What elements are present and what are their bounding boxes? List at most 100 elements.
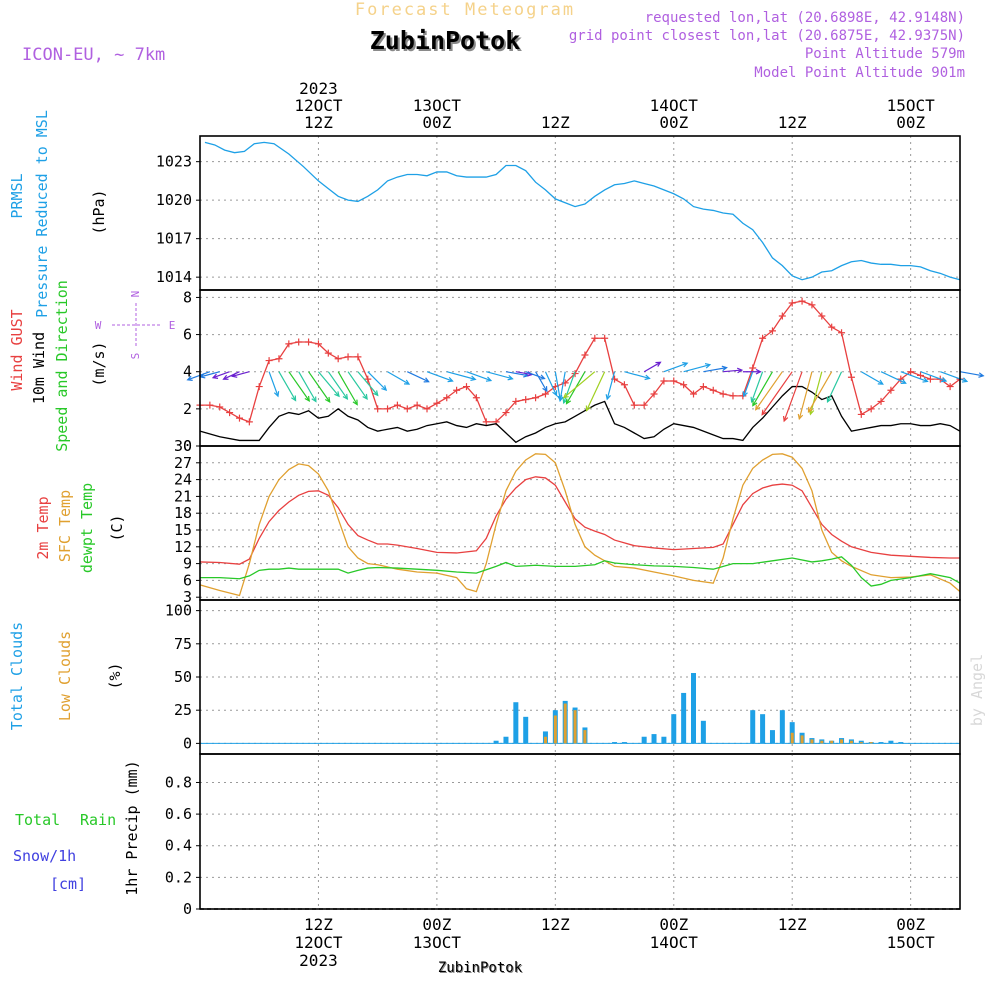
bar-low-clouds	[553, 715, 557, 744]
wind-arrow-head	[324, 396, 331, 403]
wind-arrow-head	[742, 391, 748, 398]
ylabel: Total Clouds	[8, 622, 26, 730]
gust-marker	[867, 405, 875, 413]
bar-total-clouds	[878, 742, 884, 744]
series-dewpt	[200, 556, 961, 587]
ylabel-rain: Rain	[80, 811, 116, 829]
ylabel: (%)	[106, 662, 124, 689]
gust-marker	[749, 364, 757, 372]
wind-arrow	[357, 371, 379, 396]
bottom-tick-label: 12Z	[778, 915, 807, 934]
wind-arrow	[860, 371, 884, 385]
gust-marker	[453, 386, 461, 394]
gust-marker	[788, 299, 796, 307]
y-tick-label: 0.6	[165, 805, 192, 823]
gust-marker	[847, 373, 855, 381]
panels: 1014 1017 1020 1023 PRMSL Pressure Reduced to…	[8, 110, 985, 918]
top-tick-label: 13OCT	[413, 96, 462, 115]
bottom-tick-label: 00Z	[659, 915, 688, 934]
wind-arrow	[606, 371, 616, 400]
gust-marker	[630, 401, 638, 409]
y-tick-label: 8	[183, 288, 192, 306]
wind-arrow-head	[186, 375, 193, 381]
panel-frame	[199, 753, 961, 910]
gust-marker	[571, 370, 579, 378]
wind-arrow	[446, 371, 476, 380]
wind-arrow	[223, 371, 240, 380]
wind-arrow-head	[552, 390, 558, 397]
wind-arrow	[367, 371, 387, 391]
panel-clouds: 0 25 50 75 100 Total Clouds Low Clouds (%)	[8, 599, 961, 755]
y-tick-label: 2	[183, 400, 192, 418]
gust-marker	[354, 353, 362, 361]
gust-marker	[532, 394, 540, 402]
wind-arrow	[466, 371, 492, 382]
gust-marker	[887, 386, 895, 394]
gust-marker	[877, 397, 885, 405]
wind-arrow-head	[211, 373, 219, 379]
top-tick-label: 14OCT	[650, 96, 699, 115]
wind-arrow	[755, 371, 783, 411]
panel-wind: 0 2 4 6 8 N S W E Wind GUST 10m Wind Speed and Dire…	[8, 280, 985, 455]
bar-total-clouds	[661, 736, 667, 744]
closest-point: grid point closest lon,lat (20.6875E, 42…	[569, 28, 965, 44]
top-tick-label: 12Z	[778, 113, 807, 132]
top-tick-label: 15OCT	[887, 96, 936, 115]
wind-arrow-head	[807, 406, 814, 414]
y-tick-label: 1017	[156, 230, 192, 248]
ylabel: Pressure Reduced to MSL	[33, 110, 51, 318]
gust-marker	[403, 405, 411, 413]
bar-low-clouds	[869, 742, 873, 744]
top-tick-label: 2023	[299, 79, 338, 98]
gust-marker	[285, 340, 293, 348]
station-name-front: ZubinPotok	[370, 26, 521, 55]
wind-arrow-head	[334, 391, 340, 398]
gust-marker	[216, 403, 224, 411]
y-tick-label: 6	[183, 326, 192, 344]
gust-marker	[818, 312, 826, 320]
gust-marker	[413, 401, 421, 409]
bar-low-clouds	[800, 735, 804, 744]
model-altitude: Model Point Altitude 901m	[754, 65, 965, 81]
gust-marker	[946, 383, 954, 391]
bar-low-clouds	[543, 736, 547, 744]
wind-arrow-head	[542, 386, 548, 393]
wind-arrow-head	[752, 400, 758, 407]
bottom-tick-label: 13OCT	[413, 933, 462, 952]
gust-marker	[719, 390, 727, 398]
wind-arrow	[683, 364, 711, 373]
ylabel: Wind GUST	[8, 309, 26, 390]
wind-arrow-head	[231, 372, 238, 378]
wind-arrow	[212, 371, 230, 379]
series-sfc	[199, 453, 961, 597]
wind-arrow-head	[447, 376, 454, 383]
wind-arrow	[200, 371, 220, 378]
y-tick-label: 1023	[156, 153, 192, 171]
wind-arrow	[535, 371, 548, 392]
bottom-tick-label: 12Z	[304, 915, 333, 934]
y-tick-label: 24	[174, 471, 192, 489]
ylabel-total: Total	[15, 811, 60, 829]
bar-total-clouds	[621, 742, 627, 744]
ylabel-cm: [cm]	[50, 875, 86, 893]
ylabel: SFC Temp	[56, 490, 74, 562]
gust-marker	[778, 312, 786, 320]
y-tick-label: 27	[174, 454, 192, 472]
wind-arrow-head	[682, 362, 689, 368]
wind-arrow	[563, 371, 596, 399]
panel-frame	[199, 135, 961, 291]
point-altitude: Point Altitude 579m	[805, 46, 965, 62]
wind-arrow-head	[961, 377, 969, 383]
bottom-tick-label: 12OCT	[294, 933, 343, 952]
series-undefined	[204, 141, 961, 281]
wind-arrow-head	[782, 415, 789, 423]
wind-arrow-head	[423, 377, 430, 383]
bar-total-clouds	[513, 702, 519, 744]
compass-s: S	[129, 353, 142, 360]
meteogram-title: Forecast Meteogram	[355, 0, 575, 20]
wind-arrow	[347, 371, 368, 400]
wind-arrow	[783, 371, 803, 422]
wind-arrow	[426, 371, 453, 382]
